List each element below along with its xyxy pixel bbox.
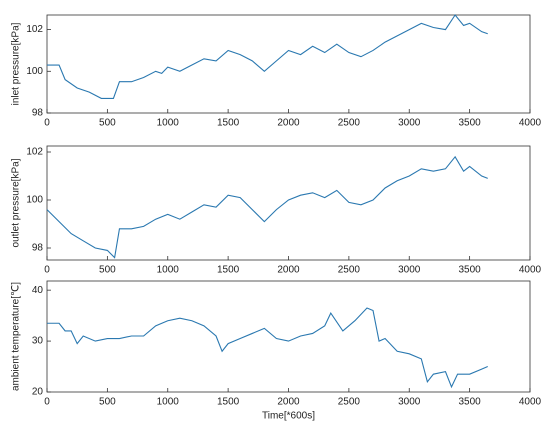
x-tick-label: 4000 [519,397,542,408]
x-axis-label: Time[*600s] [262,411,315,422]
y-tick-label: 20 [32,387,44,398]
data-line [46,155,488,259]
x-tick-label: 2500 [338,118,361,129]
x-tick-label: 1500 [217,265,240,276]
y-tick-label: 100 [26,195,43,206]
x-tick-label: 3500 [459,397,482,408]
x-tick-label: 3500 [459,118,482,129]
x-tick-label: 500 [99,397,116,408]
x-tick-label: 3000 [398,397,421,408]
y-axis-label: ambient temperature[℃] [11,282,22,391]
x-tick-label: 1500 [217,397,240,408]
y-tick-label: 102 [26,24,43,35]
x-tick-label: 0 [44,265,50,276]
axes-box [46,145,531,261]
x-tick-label: 2500 [338,397,361,408]
x-tick-label: 2000 [277,265,300,276]
x-tick-label: 0 [44,397,50,408]
y-tick-label: 100 [26,66,43,77]
y-axis-label: outlet pressure[kPa] [11,158,22,247]
x-tick-label: 500 [99,118,116,129]
x-tick-label: 1000 [157,265,180,276]
y-tick-label: 102 [26,147,43,158]
x-tick-label: 3500 [459,265,482,276]
data-line [47,14,488,99]
y-axis-label: inlet pressure[kPa] [11,22,22,105]
x-tick-label: 2000 [277,397,300,408]
x-tick-label: 4000 [519,265,542,276]
x-tick-label: 3000 [398,265,421,276]
data-line [47,307,488,389]
x-tick-label: 1000 [157,397,180,408]
x-tick-label: 2500 [338,265,361,276]
x-tick-label: 1500 [217,118,240,129]
y-tick-label: 98 [32,108,44,119]
x-tick-label: 2000 [277,118,300,129]
y-tick-label: 98 [32,243,44,254]
y-tick-label: 30 [32,336,44,347]
x-tick-label: 500 [99,265,116,276]
axes-box [46,14,531,114]
x-tick-label: 1000 [157,118,180,129]
x-tick-label: 0 [44,118,50,129]
y-tick-label: 40 [32,285,44,296]
x-tick-label: 3000 [398,118,421,129]
x-tick-label: 4000 [519,118,542,129]
